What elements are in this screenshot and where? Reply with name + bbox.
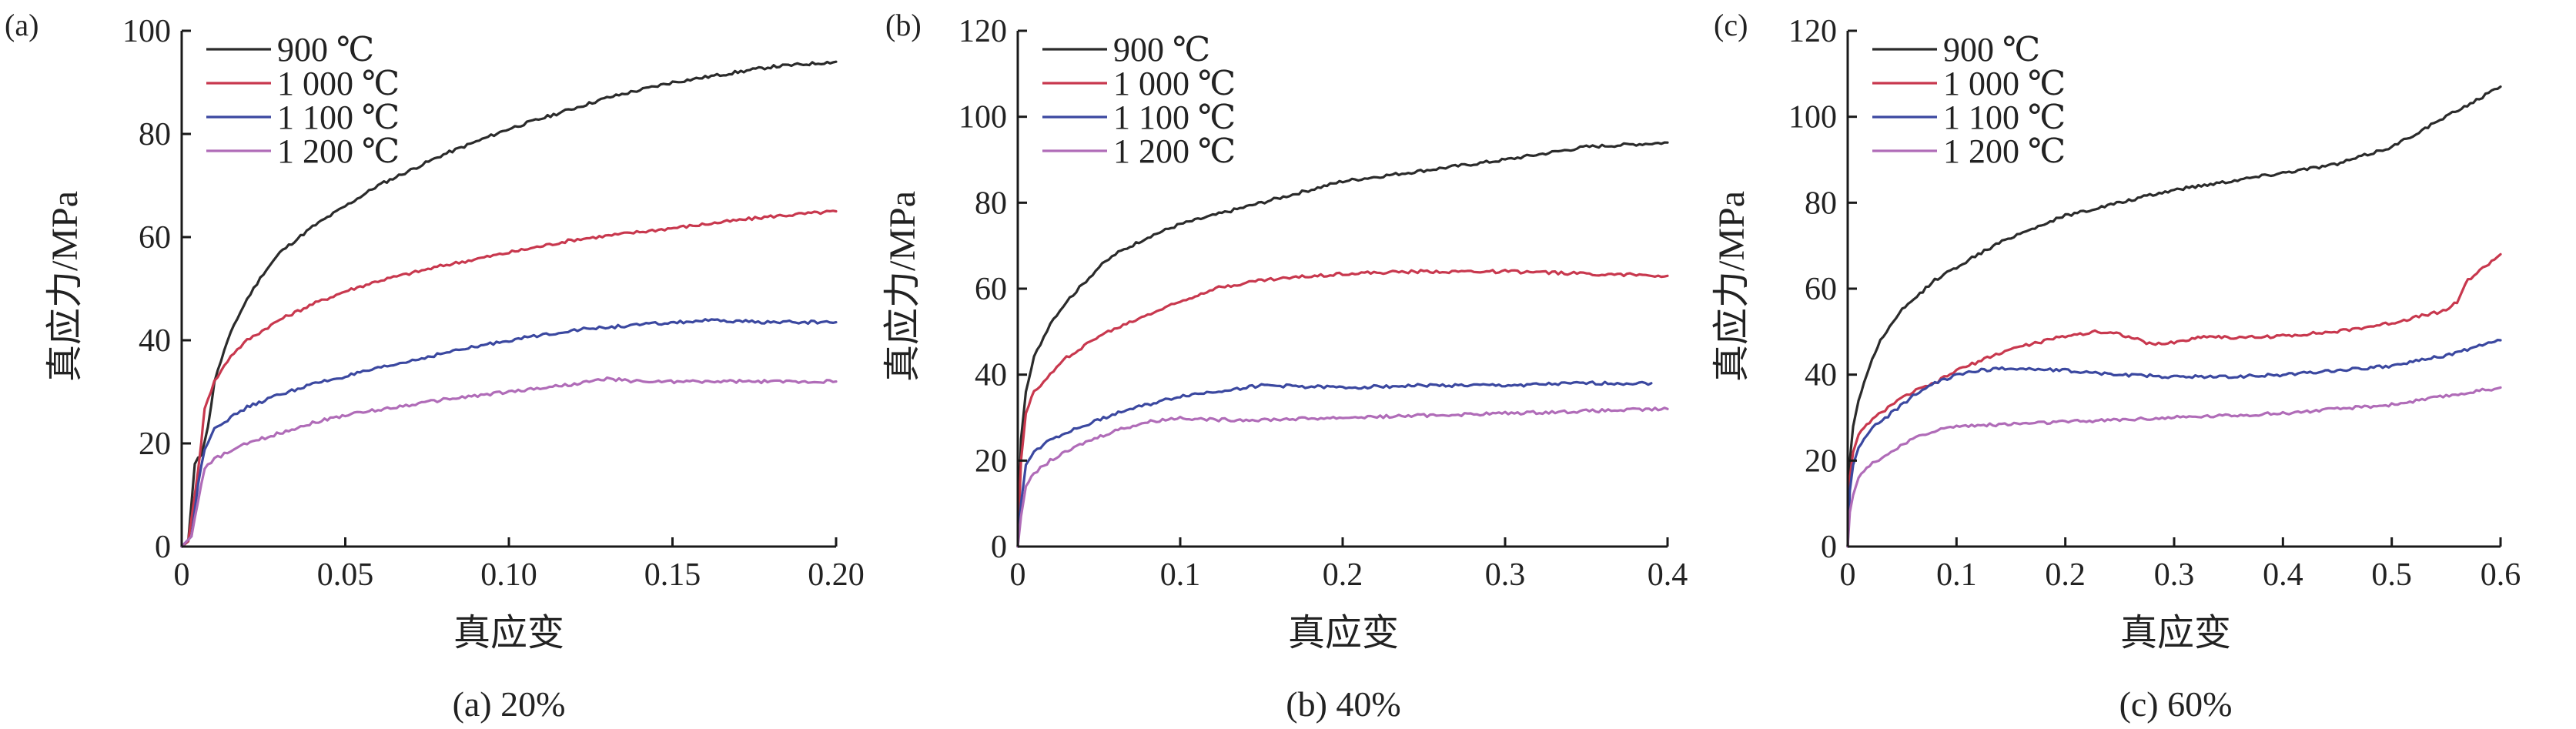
x-tick-label: 0.15 bbox=[644, 557, 701, 593]
series-group-b bbox=[1016, 141, 1669, 548]
series-line-b-2 bbox=[1016, 269, 1669, 548]
panel-c: (c) 0 0.1 0.2 0.3 0.4 0.5 0.6 0 20 40 60 80 100 120 9… bbox=[1711, 8, 2521, 724]
legend-label-a-1: 900 ℃ bbox=[277, 31, 374, 69]
x-axis-label-c: 真应变 bbox=[2120, 613, 2231, 654]
y-tick-label: 0 bbox=[991, 530, 1007, 565]
legend-label-c-1: 900 ℃ bbox=[1943, 31, 2040, 69]
y-tick-label: 0 bbox=[155, 530, 171, 565]
y-tick-label: 80 bbox=[139, 117, 171, 152]
series-line-a-1 bbox=[180, 60, 838, 548]
x-tick-label: 0.10 bbox=[480, 557, 537, 593]
caption-a: (a) 20% bbox=[453, 684, 566, 724]
series-line-c-1 bbox=[1846, 85, 2502, 548]
x-tick-label: 0.5 bbox=[2371, 557, 2412, 593]
caption-b: (b) 40% bbox=[1286, 684, 1400, 724]
legend-label-c-4: 1 200 ℃ bbox=[1943, 132, 2066, 170]
legend-c: 900 ℃1 000 ℃1 100 ℃1 200 ℃ bbox=[1872, 31, 2066, 170]
caption-c: (c) 60% bbox=[2119, 684, 2233, 724]
y-tick-label: 120 bbox=[958, 14, 1007, 49]
series-line-b-1 bbox=[1016, 141, 1669, 548]
series-line-a-3 bbox=[180, 318, 838, 548]
x-tick-label: 0.6 bbox=[2481, 557, 2521, 593]
series-line-c-2 bbox=[1846, 252, 2502, 548]
series-line-c-4 bbox=[1846, 386, 2502, 548]
y-tick-label: 0 bbox=[1821, 530, 1837, 565]
y-tick-label: 100 bbox=[1788, 100, 1837, 135]
x-tick-label: 0.4 bbox=[1648, 557, 1688, 593]
y-tick-label: 60 bbox=[139, 220, 171, 256]
y-tick-label: 80 bbox=[1805, 186, 1837, 221]
y-tick-label: 100 bbox=[122, 14, 171, 49]
y-tick-label: 100 bbox=[958, 100, 1007, 135]
y-tick-label: 40 bbox=[1805, 358, 1837, 393]
y-tick-label: 20 bbox=[975, 443, 1007, 479]
x-tick-label: 0.4 bbox=[2263, 557, 2303, 593]
y-axis-label-b: 真应力/MPa bbox=[882, 191, 923, 382]
series-group-a bbox=[180, 60, 838, 548]
axes-c: 0 0.1 0.2 0.3 0.4 0.5 0.6 0 20 40 60 80 100 120 bbox=[1788, 14, 2521, 593]
legend-label-c-3: 1 100 ℃ bbox=[1943, 99, 2066, 136]
x-tick-label: 0.3 bbox=[2154, 557, 2195, 593]
legend-label-b-1: 900 ℃ bbox=[1113, 31, 1210, 69]
legend-label-a-4: 1 200 ℃ bbox=[277, 132, 400, 170]
legend-label-a-3: 1 100 ℃ bbox=[277, 99, 400, 136]
x-tick-label: 0 bbox=[1010, 557, 1026, 593]
axes-a: 0 0.05 0.10 0.15 0.20 0 20 40 60 80 100 bbox=[122, 14, 865, 593]
legend-label-b-2: 1 000 ℃ bbox=[1113, 65, 1236, 102]
series-group-c bbox=[1846, 85, 2502, 548]
y-tick-label: 20 bbox=[1805, 443, 1837, 479]
series-line-a-2 bbox=[180, 209, 838, 548]
y-tick-label: 40 bbox=[139, 323, 171, 359]
x-tick-label: 0.1 bbox=[1160, 557, 1201, 593]
series-line-b-4 bbox=[1016, 406, 1669, 548]
series-line-a-4 bbox=[180, 376, 838, 548]
y-tick-label: 60 bbox=[1805, 272, 1837, 307]
y-axis-label-c: 真应力/MPa bbox=[1711, 191, 1752, 382]
y-tick-label: 120 bbox=[1788, 14, 1837, 49]
x-tick-label: 0.1 bbox=[1936, 557, 1977, 593]
x-tick-label: 0.3 bbox=[1485, 557, 1526, 593]
legend-a: 900 ℃1 000 ℃1 100 ℃1 200 ℃ bbox=[206, 31, 400, 170]
x-tick-label: 0.2 bbox=[2045, 557, 2086, 593]
x-tick-label: 0 bbox=[174, 557, 190, 593]
panel-tag-b: (b) bbox=[885, 8, 922, 42]
axes-b: 0 0.1 0.2 0.3 0.4 0 20 40 60 80 100 120 bbox=[958, 14, 1688, 593]
panel-tag-c: (c) bbox=[1714, 8, 1748, 42]
y-axis-label-a: 真应力/MPa bbox=[45, 191, 85, 382]
y-tick-label: 60 bbox=[975, 272, 1007, 307]
legend-label-b-4: 1 200 ℃ bbox=[1113, 132, 1236, 170]
series-line-b-3 bbox=[1016, 380, 1653, 548]
x-tick-label: 0.2 bbox=[1323, 557, 1363, 593]
legend-label-c-2: 1 000 ℃ bbox=[1943, 65, 2066, 102]
x-axis-label-a: 真应变 bbox=[453, 613, 564, 654]
x-tick-label: 0.20 bbox=[808, 557, 865, 593]
y-tick-label: 80 bbox=[975, 186, 1007, 221]
legend-label-b-3: 1 100 ℃ bbox=[1113, 99, 1236, 136]
y-tick-label: 40 bbox=[975, 358, 1007, 393]
series-line-c-3 bbox=[1846, 339, 2502, 548]
x-tick-label: 0.05 bbox=[317, 557, 374, 593]
panel-tag-a: (a) bbox=[5, 8, 38, 42]
x-axis-label-b: 真应变 bbox=[1288, 613, 1399, 654]
legend-b: 900 ℃1 000 ℃1 100 ℃1 200 ℃ bbox=[1042, 31, 1236, 170]
x-tick-label: 0 bbox=[1840, 557, 1856, 593]
y-tick-label: 20 bbox=[139, 426, 171, 462]
legend-label-a-2: 1 000 ℃ bbox=[277, 65, 400, 102]
